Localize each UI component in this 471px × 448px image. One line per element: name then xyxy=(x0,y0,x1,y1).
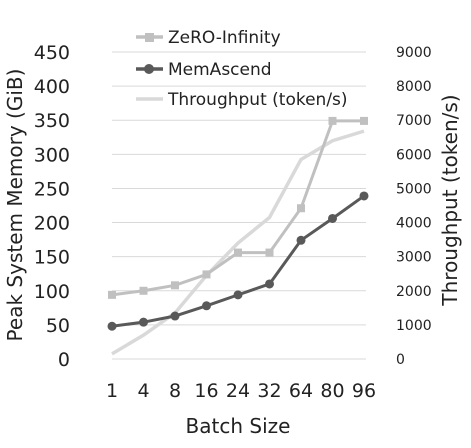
x-tick-label: 1 xyxy=(106,380,118,402)
y-tick-label-right: 6000 xyxy=(396,147,432,163)
y-tick-label-right: 4000 xyxy=(396,216,432,232)
y-axis-label-right: Throughput (token/s) xyxy=(438,94,462,306)
series-line-zero-infinity xyxy=(111,119,364,297)
data-point-memascend xyxy=(233,290,243,300)
data-point-zero-infinity xyxy=(202,270,211,279)
y-tick-label-right: 0 xyxy=(396,352,405,368)
data-point-zero-infinity xyxy=(139,286,148,295)
y-tick-label-right: 7000 xyxy=(396,113,432,129)
data-point-memascend xyxy=(296,235,306,245)
grid-lines xyxy=(112,51,366,360)
x-tick-label: 8 xyxy=(169,380,181,402)
x-tick-label: 16 xyxy=(194,380,218,402)
data-point-memascend xyxy=(170,311,180,321)
y-tick-label-left: 350 xyxy=(34,110,70,132)
y-axis-label-left: Peak System Memory (GiB) xyxy=(3,69,27,342)
x-tick-label: 24 xyxy=(226,380,250,402)
y-tick-label-left: 150 xyxy=(34,247,70,269)
data-point-memascend xyxy=(359,191,369,201)
y-tick-label-left: 200 xyxy=(34,213,70,235)
y-tick-label-right: 1000 xyxy=(396,318,432,334)
y-tick-label-right: 2000 xyxy=(396,284,432,300)
y-tick-label-right: 5000 xyxy=(396,181,432,197)
data-point-zero-infinity xyxy=(234,248,242,257)
data-point-memascend xyxy=(139,317,148,327)
series-layer xyxy=(107,116,369,356)
data-point-zero-infinity xyxy=(328,116,337,125)
x-tick-label: 80 xyxy=(320,380,344,402)
x-tick-label: 64 xyxy=(289,380,313,402)
legend-marker-zero-infinity xyxy=(145,33,154,42)
x-axis-label: Batch Size xyxy=(186,414,291,438)
y-tick-label-right: 9000 xyxy=(396,45,432,61)
y-tick-label-left: 50 xyxy=(46,315,70,337)
y-tick-label-left: 0 xyxy=(58,349,70,371)
data-point-memascend xyxy=(202,301,211,311)
data-point-zero-infinity xyxy=(265,248,274,257)
x-tick-label: 96 xyxy=(352,380,376,402)
data-point-memascend xyxy=(265,279,274,289)
y-tick-label-left: 450 xyxy=(34,42,70,64)
x-tick-label: 32 xyxy=(257,380,281,402)
data-point-zero-infinity xyxy=(108,290,116,299)
y-tick-label-left: 250 xyxy=(34,178,70,200)
y-tick-label-left: 300 xyxy=(34,144,70,166)
data-point-zero-infinity xyxy=(360,116,368,125)
legend-label-memascend: MemAscend xyxy=(168,60,272,80)
legend-label-zero-infinity: ZeRO-Infinity xyxy=(168,28,281,48)
x-tick-label: 4 xyxy=(137,380,149,402)
y-tick-label-left: 100 xyxy=(34,281,70,303)
series-line-memascend xyxy=(111,194,365,328)
data-point-zero-infinity xyxy=(297,204,305,213)
data-point-zero-infinity xyxy=(171,281,179,290)
legend: ZeRO-Infinity MemAscend Throughput (token/… xyxy=(136,28,348,110)
data-point-memascend xyxy=(328,213,337,223)
data-point-memascend xyxy=(107,321,117,331)
y-tick-label-left: 400 xyxy=(34,76,70,98)
y-tick-label-right: 8000 xyxy=(396,79,432,95)
tick-labels: 0 50 100 150 200 250 300 350 400 450 0 1000 2000 3000… xyxy=(34,42,432,402)
legend-label-throughput-token-s: Throughput (token/s) xyxy=(167,90,348,110)
y-tick-label-right: 3000 xyxy=(396,250,432,266)
legend-marker-memascend xyxy=(144,64,154,74)
